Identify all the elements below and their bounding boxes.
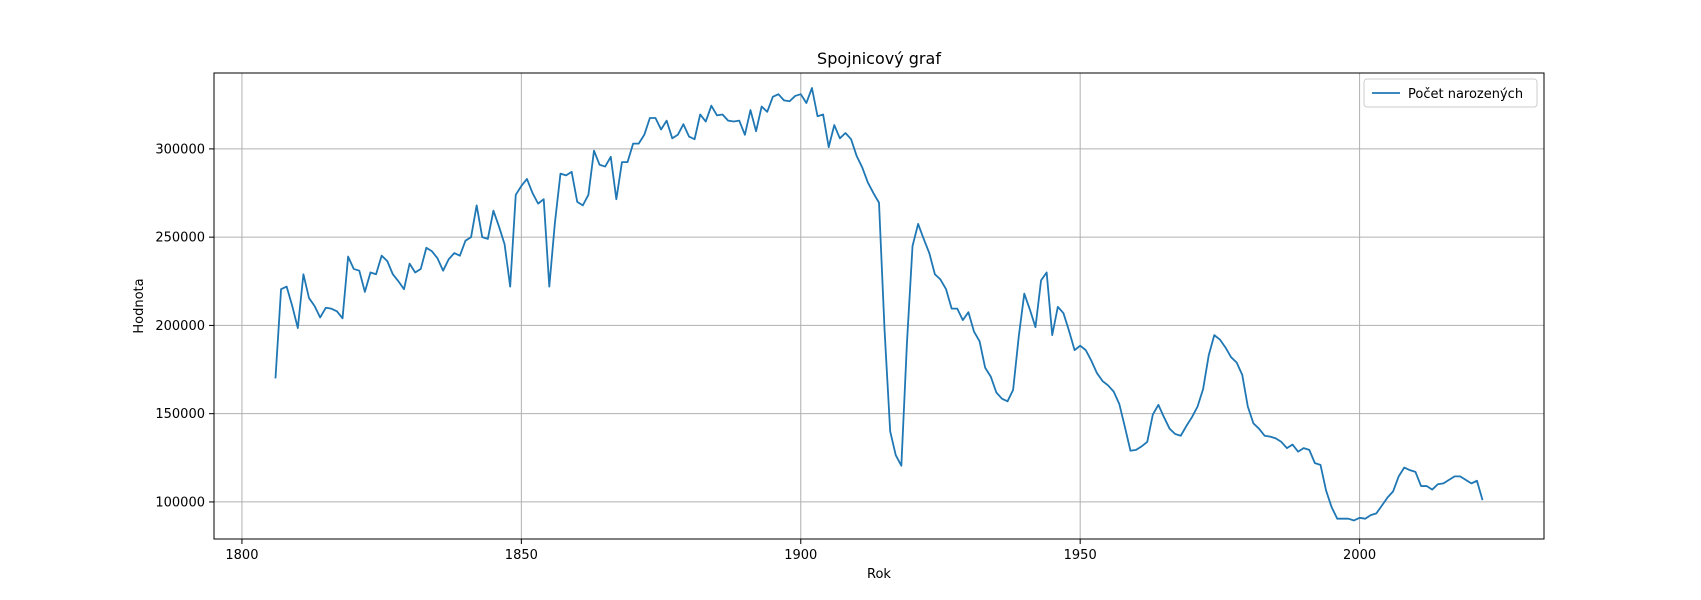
chart-title: Spojnicový graf [817, 49, 941, 68]
plot-area [274, 87, 1484, 522]
y-tick-label: 100000 [155, 495, 205, 510]
x-tick-label: 1900 [784, 548, 817, 563]
y-tick-label: 150000 [155, 407, 205, 422]
x-tick-label: 1950 [1064, 548, 1097, 563]
legend-box [1363, 78, 1538, 108]
series-line-births [274, 87, 1484, 522]
y-axis-label: Hodnota [132, 278, 147, 333]
plot-frame [213, 72, 1545, 540]
y-tick-label: 200000 [155, 319, 205, 334]
legend-label: Počet narozených [1408, 87, 1523, 102]
y-tick-label: 300000 [155, 142, 205, 157]
y-tick-label: 250000 [155, 231, 205, 246]
y-axis: 100000 150000 200000 250000 300000 [155, 142, 214, 510]
x-tick-label: 1850 [505, 548, 538, 563]
legend: Počet narozených [1363, 78, 1538, 108]
grid-lines [214, 73, 1544, 539]
x-tick-label: 1800 [225, 548, 258, 563]
x-tick-label: 2000 [1343, 548, 1376, 563]
x-axis-label: Rok [867, 567, 891, 582]
x-axis: 1800 1850 1900 1950 2000 [225, 539, 1376, 563]
